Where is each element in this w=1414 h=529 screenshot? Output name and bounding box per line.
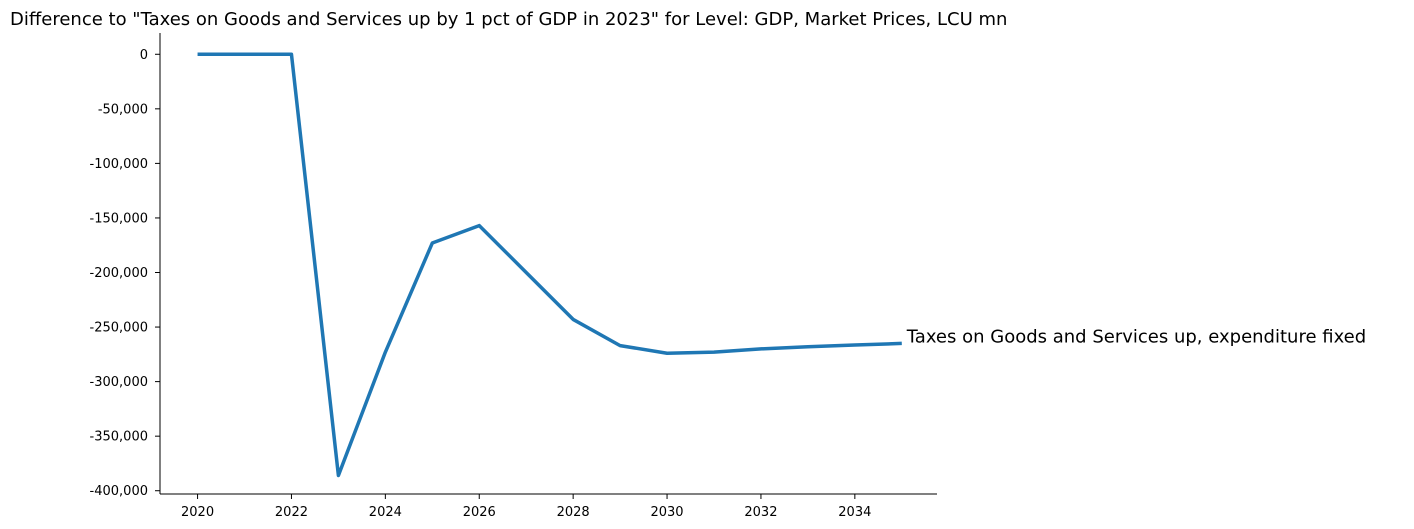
x-tick-label: 2032 (744, 505, 777, 520)
y-tick-label: 0 (140, 48, 148, 63)
y-tick-label: -100,000 (90, 157, 148, 172)
x-tick-label: 2034 (838, 505, 871, 520)
y-tick-label: -50,000 (98, 102, 148, 117)
axes (159, 33, 937, 495)
series-line (197, 52, 902, 478)
y-ticks: 0 -50,000 -100,000 -150,000 -200,000 -250,000… (90, 48, 160, 499)
x-tick-label: 2022 (275, 505, 308, 520)
x-tick-label: 2026 (463, 505, 496, 520)
series-layer: Taxes on Goods and Services up, expendit… (197, 52, 1366, 478)
y-tick-label: -300,000 (90, 375, 148, 390)
y-tick-label: -200,000 (90, 266, 148, 281)
chart-title: Difference to "Taxes on Goods and Servic… (10, 9, 1007, 30)
x-ticks: 2020 2022 2024 2026 2028 2030 2032 2034 (181, 494, 871, 520)
x-tick-label: 2024 (369, 505, 402, 520)
y-tick-label: -250,000 (90, 321, 148, 336)
y-tick-label: -150,000 (90, 211, 148, 226)
y-tick-label: -400,000 (90, 484, 148, 499)
x-tick-label: 2020 (181, 505, 214, 520)
x-tick-label: 2030 (650, 505, 683, 520)
series-end-label: Taxes on Goods and Services up, expendit… (906, 326, 1366, 347)
y-tick-label: -350,000 (90, 430, 148, 445)
x-tick-label: 2028 (557, 505, 590, 520)
